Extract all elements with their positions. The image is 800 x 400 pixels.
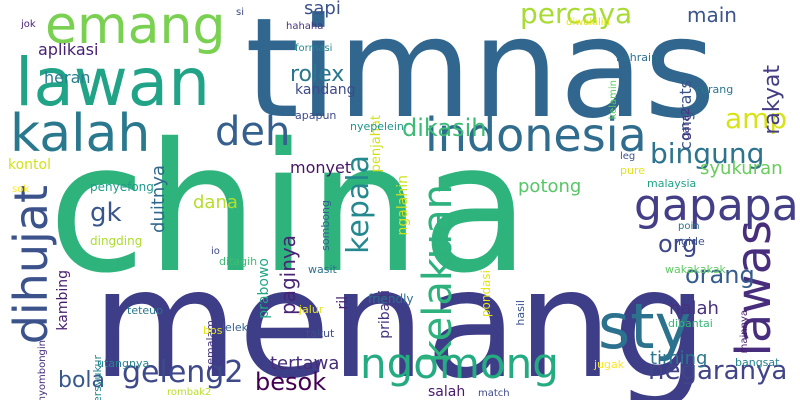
word-kelamin: kelamin — [608, 80, 619, 120]
word-dikasih: dikasih — [402, 114, 487, 142]
word-org: org — [658, 230, 698, 258]
word-aplikasi: aplikasi — [38, 40, 99, 59]
word-negaranya: negaranya — [648, 356, 788, 386]
word-kambing: kambing — [55, 270, 71, 331]
word-leg: leg — [620, 151, 636, 162]
word-timnas: timnas — [245, 0, 716, 149]
word-pondasi: pondasi — [479, 270, 493, 318]
word-dihujat: dihujat — [4, 185, 58, 345]
word-percaya: percaya — [520, 0, 633, 30]
word-paginya: paginya — [276, 235, 300, 315]
word-takut: takut — [306, 327, 335, 340]
word-teteup: teteup — [127, 304, 164, 317]
word-si: si — [236, 7, 244, 18]
word-apapun: apapun — [295, 109, 337, 122]
word-gk: gk — [90, 198, 122, 228]
word-friendly: friendly — [368, 292, 414, 306]
word-bingung: bingung — [650, 137, 765, 170]
word-geleng2: geleng2 — [122, 355, 244, 390]
word-jalur: jalur — [299, 303, 324, 316]
word-bangsat: bangsat — [735, 356, 780, 369]
word-china: china — [48, 105, 531, 312]
word-poin: poin — [678, 221, 700, 232]
word-io: io — [211, 246, 220, 257]
word-rakyat: rakyat — [760, 65, 785, 135]
word-sok: sok — [12, 184, 30, 195]
word-utangnya: utangnya — [97, 357, 150, 370]
word-orang: orang — [685, 261, 755, 289]
word-bola: bola — [58, 368, 106, 393]
word-main: main — [687, 3, 737, 27]
word-nyepelein: nyepelein — [350, 120, 404, 133]
word-bahrain: bahrain — [616, 51, 658, 64]
word-kontol: kontol — [8, 157, 51, 173]
word-ril: ril — [335, 296, 351, 310]
word-jugak: jugak — [594, 358, 625, 371]
word-dana: dana — [193, 192, 238, 213]
word-ngalahin: ngalahin — [395, 175, 411, 236]
word-syukuran: syukuran — [700, 158, 783, 179]
word-dingding: dingding — [90, 234, 143, 248]
word-gapapa: gapapa — [634, 180, 799, 231]
word-jok: jok — [21, 19, 36, 30]
word-gara2: gara2 — [679, 108, 692, 140]
word-malaysia: malaysia — [647, 177, 697, 190]
word-emang: emang — [45, 0, 226, 56]
word-pure: pure — [620, 164, 646, 177]
word-hasil: hasil — [514, 300, 527, 326]
word-timing: timing — [650, 348, 708, 369]
word-sapi: sapi — [304, 0, 341, 19]
word-nyombongin: nyombongin — [37, 340, 48, 400]
word-amp: amp — [725, 102, 788, 135]
word-match: match — [478, 388, 510, 399]
word-mainnya: mainnya — [739, 310, 750, 354]
word-prabowo: prabowo — [256, 258, 272, 319]
word-wasit: wasit — [308, 263, 337, 276]
word-rolex: rolex — [290, 62, 345, 87]
word-bos: bos — [203, 324, 223, 337]
word-monyet: monyet — [290, 158, 352, 177]
word-menang: menang — [92, 238, 708, 400]
word-kelakuan: kelakuan — [415, 184, 461, 364]
word-ditagih: ditagih — [219, 255, 258, 268]
word-rombak2: rombak2 — [167, 387, 212, 398]
word-formasi: formasi — [295, 43, 333, 54]
word-hahaha: hahaha — [286, 21, 324, 32]
word-jelek: jelek — [222, 321, 249, 334]
word-salah: salah — [428, 384, 466, 400]
word-sty: sty — [598, 290, 692, 363]
word-duitnya: duitnya — [148, 165, 169, 233]
word-heran: heran — [44, 68, 91, 87]
word-kalah: kalah — [10, 104, 151, 164]
word-besok: besok — [255, 368, 327, 396]
word-ngide: ngide — [674, 235, 705, 248]
word-kandang: kandang — [295, 82, 356, 98]
word-ngomong: ngomong — [360, 339, 559, 388]
word-deh: deh — [215, 109, 291, 155]
word-indonesia: indonesia — [425, 108, 647, 162]
word-potong: potong — [518, 176, 582, 197]
word-sombong: sombong — [319, 200, 332, 251]
word-dibantai: dibantai — [668, 317, 713, 330]
word-halah: halah — [669, 298, 719, 319]
word-diwakilin: diwakilin — [566, 17, 610, 28]
word-lawan: lawan — [15, 44, 211, 121]
word-penyefong: penyefong — [90, 180, 154, 194]
word-curang: curang — [695, 83, 734, 96]
word-tertawa: tertawa — [270, 353, 340, 374]
word-wakakakak: wakakakak — [665, 263, 726, 276]
